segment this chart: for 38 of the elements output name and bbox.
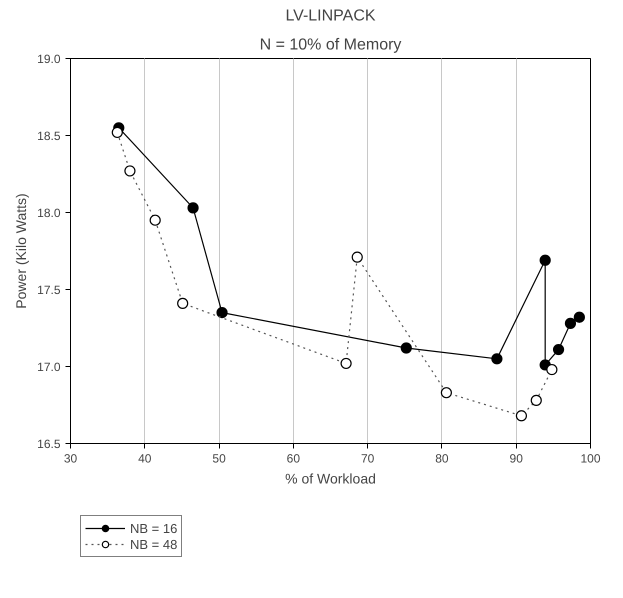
x-tick-label: 70	[360, 452, 375, 466]
point	[177, 298, 188, 309]
point	[540, 254, 551, 266]
point	[440, 387, 452, 398]
y-tick-label: 17.5	[37, 283, 61, 297]
y-axis-title: Power (Kilo Watts)	[13, 193, 30, 309]
chart-subtitle: N = 10% of Memory	[260, 36, 402, 54]
y-tick-label: 16.5	[37, 437, 61, 451]
legend-label: NB = 48	[130, 536, 178, 552]
point	[516, 410, 528, 422]
x-tick-label: 50	[212, 452, 226, 466]
point	[216, 307, 228, 318]
point	[340, 358, 352, 370]
point	[187, 202, 199, 214]
chart-title: LV-LINPACK	[285, 8, 376, 24]
legend-label: NB = 16	[130, 520, 178, 536]
y-tick-label: 18.0	[37, 206, 61, 220]
x-tick-label: 30	[64, 452, 78, 466]
point	[112, 126, 123, 138]
point	[574, 312, 585, 323]
point	[491, 353, 502, 364]
x-axis-title: % of Workload	[285, 470, 376, 486]
x-tick-label: 80	[435, 452, 449, 466]
x-tick-label: 40	[138, 452, 152, 466]
point	[552, 344, 564, 356]
x-tick-label: 100	[580, 452, 601, 466]
x-tick-label: 60	[286, 452, 300, 466]
point	[150, 214, 161, 226]
point	[352, 252, 363, 263]
y-tick-label: 19.0	[37, 52, 61, 66]
point	[530, 394, 542, 406]
y-tick-label: 17.0	[37, 360, 61, 374]
point	[546, 364, 558, 376]
point	[124, 165, 136, 177]
point	[564, 318, 576, 329]
x-tick-label: 90	[510, 452, 524, 466]
point	[400, 342, 412, 354]
y-tick-label: 18.5	[37, 129, 61, 143]
